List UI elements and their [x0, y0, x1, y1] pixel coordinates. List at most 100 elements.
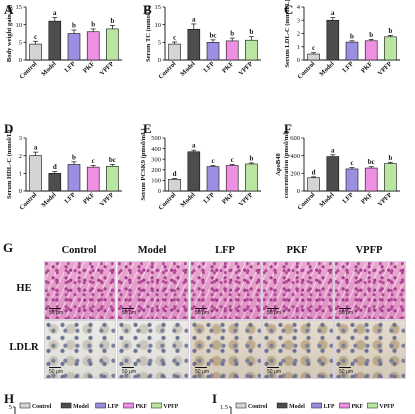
x-tick-label: PKF — [221, 60, 235, 74]
y-tick-label: 0 — [297, 188, 300, 195]
x-tick-label: Model — [40, 60, 58, 78]
y-tick-label: 4 — [297, 4, 301, 11]
scale-bar: 50 μm — [339, 310, 353, 316]
bar-control — [307, 53, 320, 61]
legend-swatch — [235, 402, 247, 409]
panel-letter: I — [212, 391, 217, 406]
panel-letter: D — [4, 121, 13, 136]
y-tick-label: 0 — [297, 57, 300, 64]
bar-vpfp — [245, 163, 258, 192]
significance-letter: b — [388, 27, 392, 35]
bar-model — [187, 28, 201, 61]
y-tick-label: 3 — [19, 135, 22, 142]
x-tick-label: VPFP — [377, 191, 394, 208]
significance-letter: d — [312, 168, 316, 176]
significance-letter: c — [350, 159, 353, 167]
significance-letter: c — [92, 157, 95, 165]
y-tick-label: 1.5 — [220, 404, 228, 411]
legend-label: LFP — [324, 404, 335, 410]
y-axis-label: Body weight gain (g) — [6, 5, 13, 62]
y-axis-label: Serum TC (mmol/L) — [145, 5, 152, 62]
bar-vpfp — [106, 165, 119, 192]
x-tick-label: LFP — [63, 60, 77, 74]
y-tick-label: 15 — [16, 4, 23, 11]
legend-swatch — [19, 402, 31, 409]
bar-model — [48, 20, 62, 61]
panel-letter: F — [284, 121, 292, 136]
legend-swatch — [60, 402, 72, 409]
x-tick-label: LFP — [341, 60, 355, 74]
bar-lfp — [345, 168, 359, 192]
x-tick-label: VPFP — [99, 60, 116, 77]
x-tick-label: Model — [318, 191, 336, 209]
scale-bar: 50 μm — [267, 310, 281, 316]
panel-letter: C — [284, 2, 293, 17]
panel-letter: B — [143, 2, 152, 17]
legend-swatch — [123, 402, 134, 409]
scale-bar: 50 μm — [122, 369, 136, 375]
legend-label: Model — [73, 404, 89, 410]
bar-lfp — [67, 33, 81, 61]
legend-swatch — [339, 402, 350, 409]
scale-bar: 50 μm — [49, 310, 63, 316]
scale-bar: 50 μm — [339, 369, 353, 375]
bar-control — [29, 155, 42, 192]
y-tick-label: 1 — [297, 44, 300, 51]
bar-pkf — [364, 167, 378, 192]
scale-bar: 50 μm — [195, 310, 209, 316]
significance-letter: b — [249, 154, 253, 162]
bar-model — [187, 151, 201, 192]
y-tick-label: 0 — [158, 188, 161, 195]
significance-letter: a — [53, 9, 57, 17]
legend-swatch — [151, 402, 162, 409]
significance-letter: d — [173, 170, 177, 178]
x-tick-label: LFP — [202, 191, 216, 205]
x-tick-label: PKF — [82, 191, 96, 205]
y-tick-label: 400 — [290, 153, 300, 160]
significance-letter: c — [312, 44, 315, 52]
bar-model — [326, 156, 340, 192]
x-tick-label: Model — [179, 60, 197, 78]
significance-letter: c — [231, 156, 234, 164]
x-tick-label: PKF — [360, 60, 374, 74]
panel-h: H5 Control Model LFP PKF VPFP — [4, 391, 179, 414]
histology-column-header: Control — [61, 245, 97, 256]
bar-lfp — [206, 42, 220, 61]
histology-column-header: LFP — [215, 245, 235, 256]
histology-row-label: HE — [16, 282, 32, 294]
y-tick-label: 2 — [19, 153, 22, 160]
bar-pkf — [86, 166, 100, 192]
y-tick-label: 200 — [290, 171, 300, 178]
significance-letter: a — [192, 142, 196, 150]
y-tick-label: 400 — [151, 146, 161, 153]
y-tick-label: 5 — [19, 40, 22, 47]
histology-image-he-pkf: 50 μm — [262, 261, 334, 320]
histology-image-ldlr-vpfp: 50 μm — [334, 320, 406, 379]
legend-label: PKF — [136, 404, 148, 410]
significance-letter: b — [91, 20, 95, 28]
histology-column-header: PKF — [286, 245, 308, 256]
significance-letter: a — [331, 146, 335, 154]
x-tick-label: Model — [40, 191, 58, 209]
y-tick-label: 0 — [158, 57, 161, 64]
y-axis-label: Serum HDL-C (mmol/L) — [6, 130, 13, 199]
legend-label: PKF — [352, 404, 364, 410]
significance-letter: b — [72, 21, 76, 29]
bar-control — [168, 43, 181, 61]
significance-letter: c — [211, 157, 214, 165]
legend-swatch — [311, 402, 322, 409]
x-tick-label: PKF — [360, 191, 374, 205]
significance-letter: bc — [210, 31, 217, 39]
bar-pkf — [225, 40, 239, 61]
histology-image-he-lfp: 50 μm — [190, 261, 262, 320]
x-tick-label: Model — [318, 60, 336, 78]
significance-letter: a — [192, 15, 196, 23]
panel-letter: E — [143, 121, 152, 136]
significance-letter: b — [249, 28, 253, 36]
histology-row-label: LDLR — [9, 341, 39, 353]
